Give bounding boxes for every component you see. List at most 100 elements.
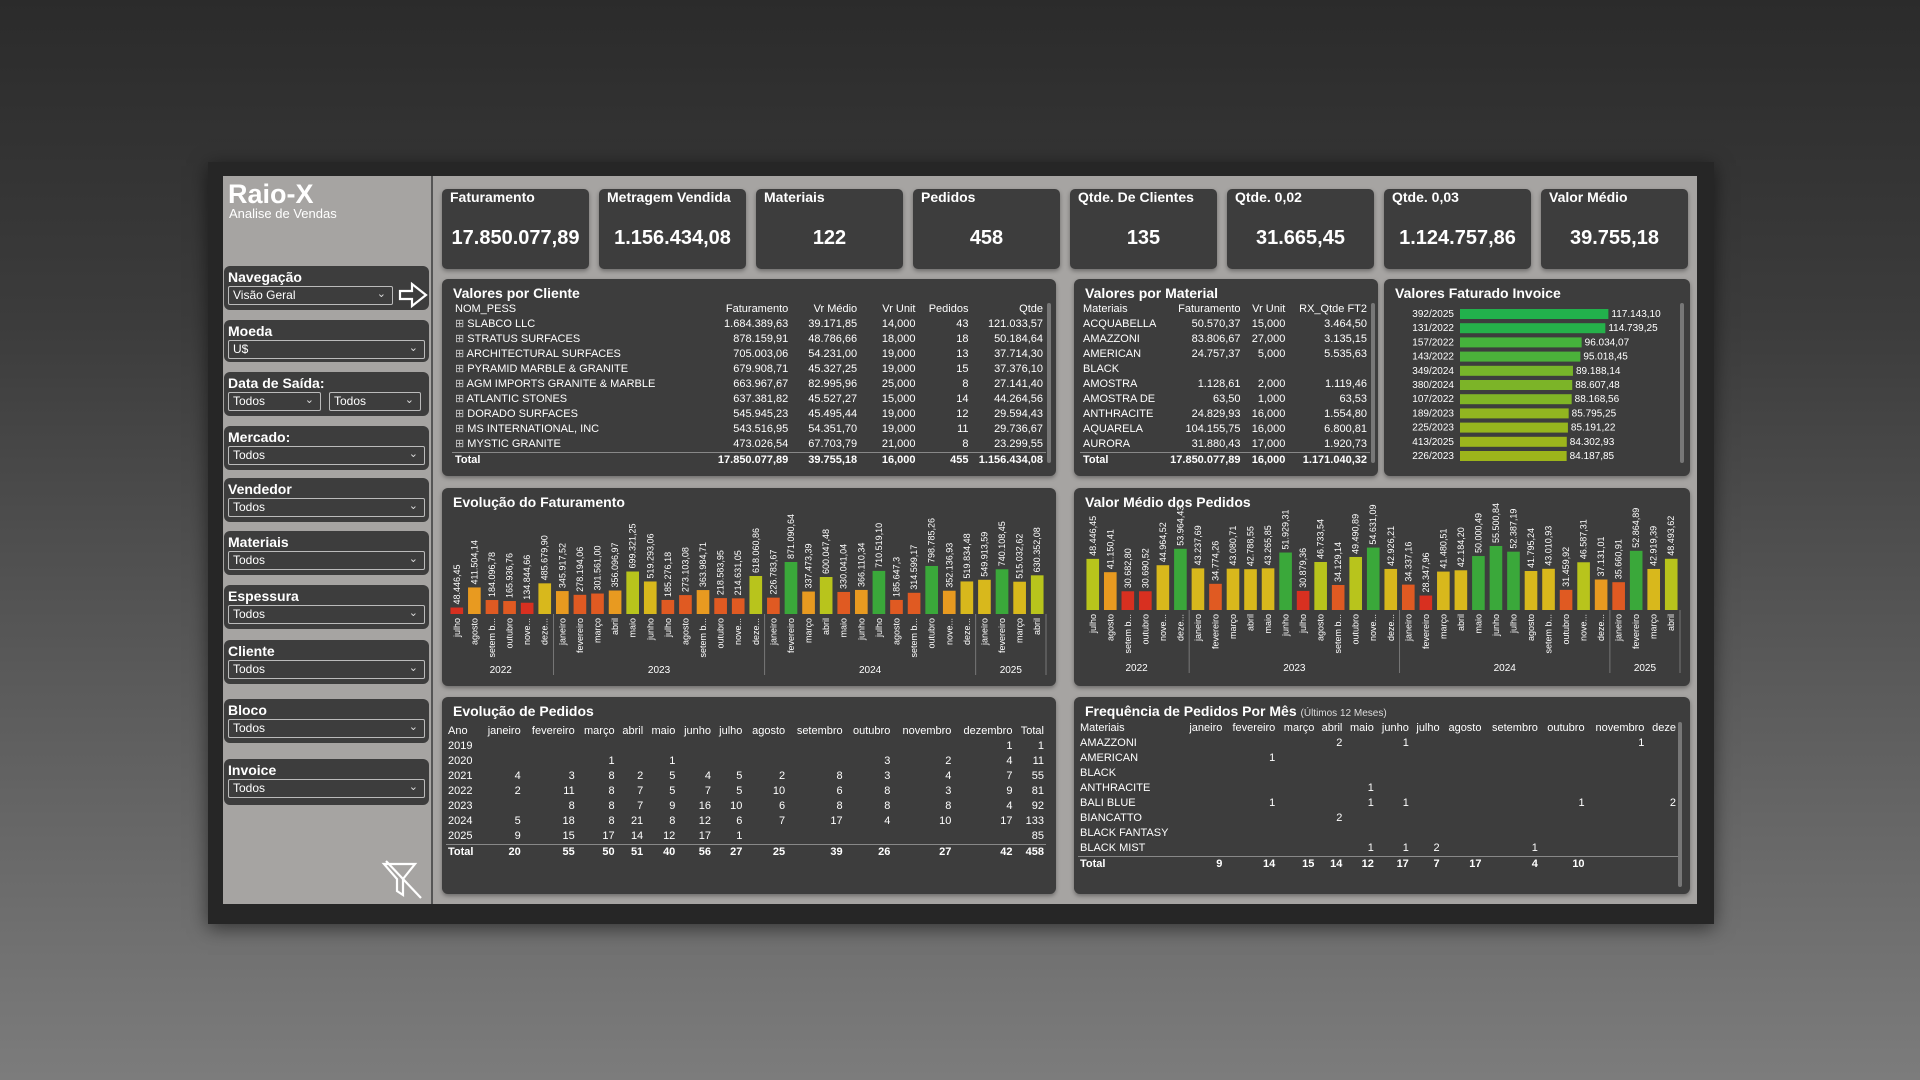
chart-bar[interactable] [1013, 581, 1026, 614]
table-row[interactable]: ACQUABELLA 50.570,37 15,000 3.464,50 [1080, 317, 1370, 332]
table-row[interactable]: 2022 2 11 8 7 5 7 5 10 6 8 3 9 81 [446, 784, 1046, 799]
table-row[interactable]: ⊞ DORADO SURFACES 545.945,23 45.495,44 19,0… [452, 407, 1046, 422]
chart-bar[interactable] [907, 592, 921, 614]
chart-bar[interactable] [837, 591, 851, 614]
cliente-dropdown[interactable]: Todos ⌄ [228, 660, 425, 679]
chart-bar[interactable] [1524, 571, 1538, 610]
column-header[interactable]: outubro [1547, 722, 1585, 734]
table-row[interactable]: AMAZZONI 2 1 1 [1078, 736, 1678, 751]
data-fim-dropdown[interactable]: Todos ⌄ [329, 392, 421, 411]
invoice-bar[interactable] [1460, 323, 1606, 334]
materiais-dropdown[interactable]: Todos ⌄ [228, 551, 425, 570]
table-row[interactable]: ⊞ ATLANTIC STONES 637.381,82 45.527,27 15,0… [452, 392, 1046, 407]
expand-plus-icon[interactable]: ⊞ [455, 408, 468, 420]
column-header[interactable]: Materiais [1083, 303, 1128, 315]
chart-bar[interactable] [1384, 568, 1398, 610]
table-row[interactable]: BALI BLUE 1 1 1 1 2 [1078, 796, 1678, 811]
invoice-bar[interactable] [1460, 337, 1582, 348]
column-header[interactable]: abril [622, 725, 644, 737]
table-row[interactable]: BLACK [1078, 766, 1678, 781]
chart-bar[interactable] [1349, 556, 1363, 610]
column-header[interactable]: agosto [1448, 722, 1482, 734]
chart-bar[interactable] [450, 607, 464, 614]
table-row[interactable]: BLACK [1080, 362, 1370, 377]
table-row[interactable]: ⊞ STRATUS SURFACES 878.159,91 48.786,66 18,… [452, 332, 1046, 347]
chart-bar[interactable] [942, 590, 956, 614]
expand-plus-icon[interactable]: ⊞ [455, 438, 468, 450]
table-row[interactable]: AMOSTRA 1.128,61 2,000 1.119,46 [1080, 377, 1370, 392]
clear-filter-icon[interactable] [381, 858, 425, 902]
chart-bar[interactable] [1647, 568, 1661, 610]
chart-bar[interactable] [1401, 584, 1415, 610]
invoice-bar[interactable] [1460, 351, 1581, 362]
column-header[interactable]: Faturamento [1178, 303, 1241, 315]
expand-plus-icon[interactable]: ⊞ [455, 393, 467, 405]
column-header[interactable]: maio [1350, 722, 1374, 734]
expand-plus-icon[interactable]: ⊞ [455, 423, 468, 435]
expand-plus-icon[interactable]: ⊞ [455, 348, 467, 360]
chart-bar[interactable] [626, 571, 640, 614]
invoice-bar[interactable] [1460, 309, 1609, 319]
column-header[interactable]: Vr Médio [813, 303, 858, 315]
chart-bar[interactable] [1314, 561, 1327, 610]
chart-bar[interactable] [1156, 565, 1170, 610]
column-header[interactable]: Total [1020, 725, 1044, 737]
column-header[interactable]: junho [1381, 722, 1409, 734]
chart-bar[interactable] [890, 599, 903, 614]
column-header[interactable]: NOM_PESS [455, 303, 517, 315]
column-header[interactable]: deze [1652, 722, 1676, 734]
column-header[interactable]: Pedidos [928, 303, 969, 315]
bloco-dropdown[interactable]: Todos ⌄ [228, 719, 425, 738]
chart-bar[interactable] [1030, 575, 1044, 614]
chart-bar[interactable] [1191, 568, 1205, 610]
column-header[interactable]: agosto [752, 725, 786, 737]
table-row[interactable]: 2025 9 15 17 14 12 17 1 85 [446, 829, 1046, 845]
scrollbar[interactable] [1371, 303, 1375, 463]
table-row[interactable]: 2021 4 3 8 2 5 4 5 2 8 3 4 7 55 [446, 769, 1046, 784]
table-row[interactable]: BIANCATTO 2 [1078, 811, 1678, 826]
invoice-bar[interactable] [1460, 436, 1567, 447]
table-row[interactable]: 2019 1 1 [446, 739, 1046, 754]
column-header[interactable]: setembro [1492, 722, 1538, 734]
chart-bar[interactable] [1454, 570, 1468, 610]
chart-bar[interactable] [978, 579, 991, 614]
chart-bar[interactable] [1437, 571, 1450, 610]
invoice-bar[interactable] [1460, 408, 1569, 419]
chart-bar[interactable] [538, 583, 552, 614]
table-row[interactable]: AMOSTRA DE 63,50 1,000 63,53 [1080, 392, 1370, 407]
chart-bar[interactable] [520, 602, 534, 614]
column-header[interactable]: março [584, 725, 615, 737]
chart-bar[interactable] [1507, 551, 1520, 610]
chart-bar[interactable] [1226, 568, 1240, 610]
moeda-dropdown[interactable]: U$ ⌄ [228, 340, 425, 359]
expand-plus-icon[interactable]: ⊞ [455, 333, 468, 345]
column-header[interactable]: maio [651, 725, 676, 737]
scrollbar[interactable] [1047, 303, 1051, 463]
chart-bar[interactable] [1121, 591, 1135, 610]
table-row[interactable]: ANTHRACITE 1 [1078, 781, 1678, 796]
column-header[interactable]: fevereiro [1232, 722, 1276, 734]
chart-bar[interactable] [1664, 558, 1678, 610]
column-header[interactable]: janeiro [487, 725, 521, 737]
chart-bar[interactable] [679, 595, 692, 614]
column-header[interactable]: março [1283, 722, 1315, 734]
chart-bar[interactable] [1489, 546, 1503, 610]
mercado-dropdown[interactable]: Todos ⌄ [228, 446, 425, 465]
navegacao-dropdown[interactable]: Visão Geral ⌄ [228, 286, 393, 305]
column-header[interactable]: Qtde [1019, 303, 1043, 315]
table-row[interactable]: 2020 1 1 3 2 4 11 [446, 754, 1046, 769]
column-header[interactable]: julho [719, 725, 743, 737]
invoice-bar[interactable] [1460, 380, 1573, 390]
table-row[interactable]: ANTHRACITE 24.829,93 16,000 1.554,80 [1080, 407, 1370, 422]
chart-bar[interactable] [591, 593, 604, 614]
chart-bar[interactable] [1174, 548, 1187, 610]
column-header[interactable]: setembro [796, 725, 843, 737]
column-header[interactable]: Vr Unit [1252, 303, 1286, 315]
chart-bar[interactable] [960, 581, 974, 614]
expand-plus-icon[interactable]: ⊞ [455, 318, 468, 330]
table-row[interactable]: AMERICAN 1 [1078, 751, 1678, 766]
table-row[interactable]: ⊞ PYRAMID MARBLE & GRANITE 679.908,71 45.3… [452, 362, 1046, 377]
chart-bar[interactable] [1629, 550, 1643, 610]
chart-bar[interactable] [1577, 562, 1590, 610]
chart-bar[interactable] [468, 587, 481, 614]
